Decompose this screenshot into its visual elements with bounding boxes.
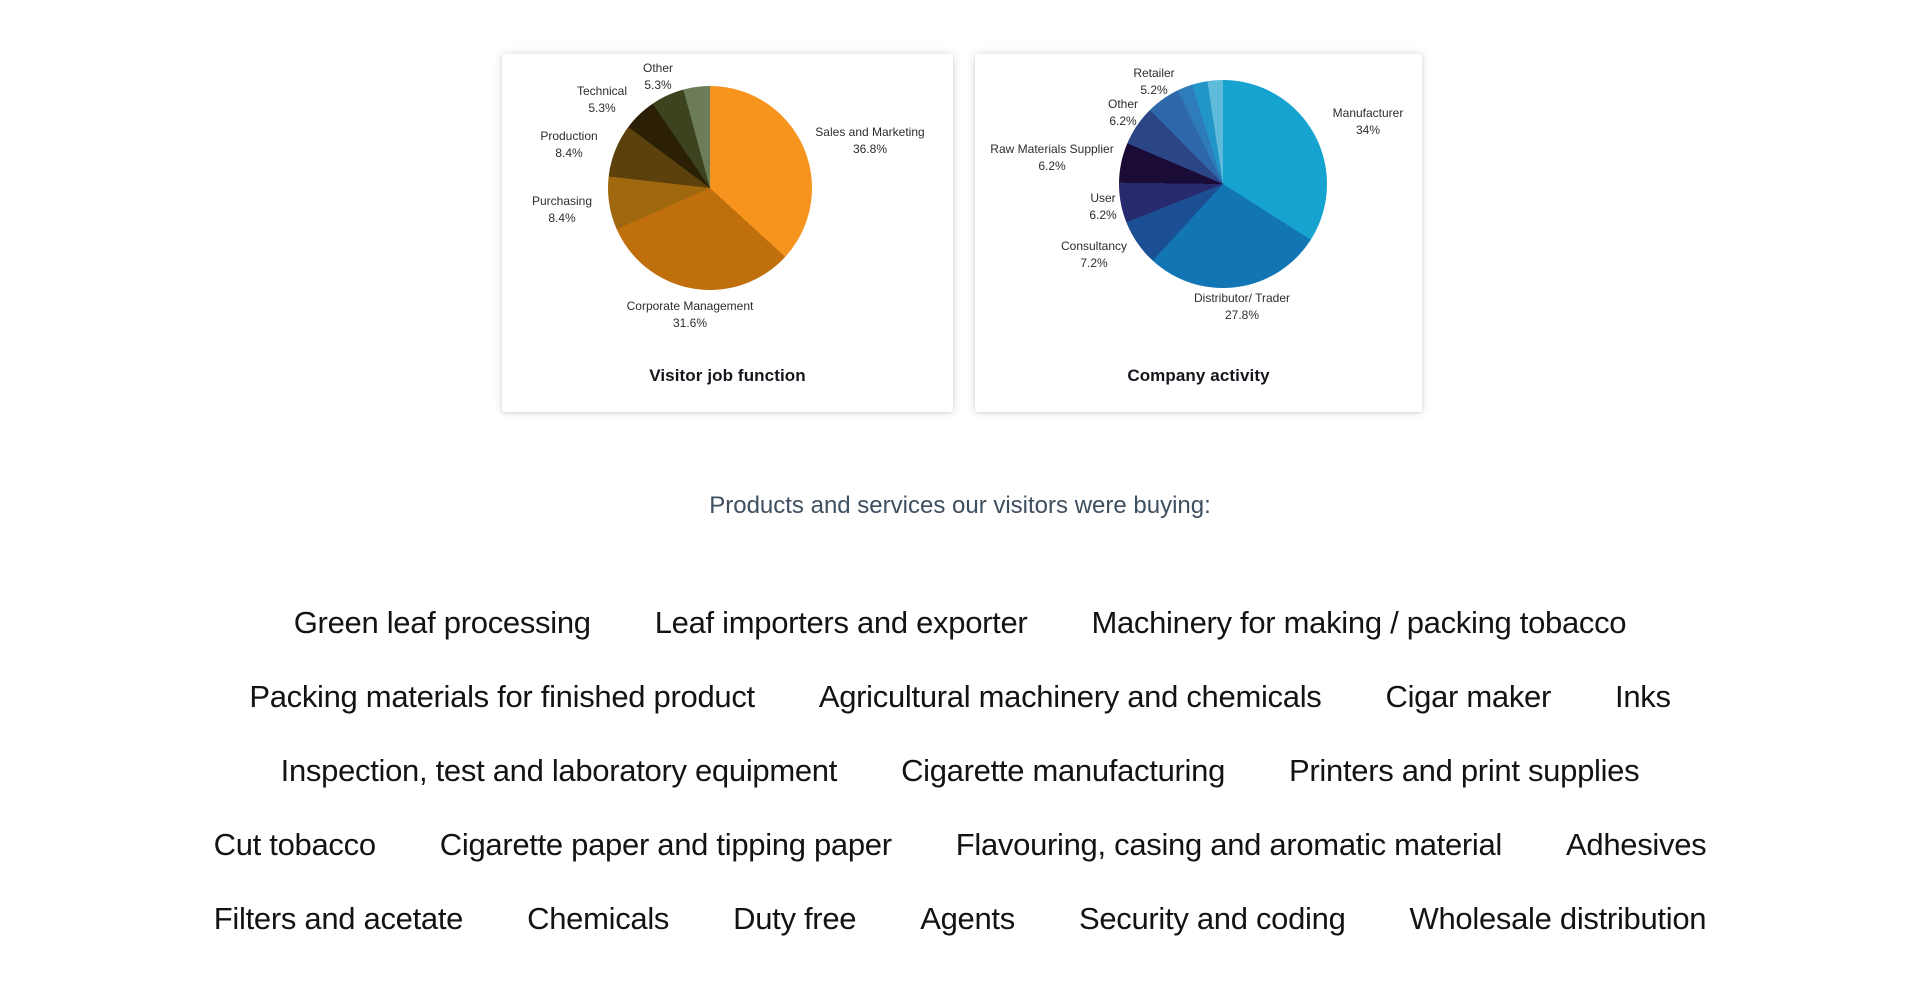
product-row: Green leaf processing Leaf importers and … [110, 586, 1810, 660]
pie-slice-label: Purchasing 8.4% [531, 194, 593, 225]
product-item: Inks [1615, 679, 1671, 714]
pie-slice-label: Other 6.2% [1107, 97, 1139, 128]
product-item: Green leaf processing [293, 605, 591, 640]
product-row: Inspection, test and laboratory equipmen… [110, 734, 1810, 808]
chart-title-visitor-job-function: Visitor job function [649, 366, 806, 385]
pie-slice-label: Consultancy 7.2% [1060, 239, 1128, 270]
pie-slice-label: Raw Materials Supplier 6.2% [990, 142, 1114, 173]
pie-visitor-job-function [608, 86, 812, 290]
pie-slice-label: Other 5.3% [642, 61, 674, 92]
product-item: Printers and print supplies [1289, 753, 1640, 788]
product-item: Leaf importers and exporter [654, 605, 1028, 640]
product-item: Cigarette paper and tipping paper [439, 827, 892, 862]
product-row: Filters and acetate Chemicals Duty free Age… [110, 882, 1810, 956]
product-item: Machinery for making / packing tobacco [1091, 605, 1627, 640]
product-item: Wholesale distribution [1409, 901, 1707, 936]
chart-card-company-activity: Manufacturer 34% Distributor/ Trader 27.8% C… [975, 54, 1422, 412]
pie-company-activity [1119, 80, 1327, 288]
product-item: Security and coding [1078, 901, 1346, 936]
chart-card-visitor-job-function: Sales and Marketing 36.8% Corporate Manage… [502, 54, 953, 412]
product-item: Adhesives [1566, 827, 1707, 862]
pie-slice-label: Distributor/ Trader 27.8% [1193, 291, 1291, 322]
product-row: Packing materials for finished product Ag… [110, 660, 1810, 734]
product-item: Cigarette manufacturing [901, 753, 1226, 788]
product-item: Flavouring, casing and aromatic material [955, 827, 1503, 862]
pie-slice-label: Production 8.4% [540, 129, 598, 160]
pie-slice-label: Manufacturer 34% [1332, 106, 1404, 137]
product-item: Packing materials for finished product [249, 679, 755, 714]
product-item: Chemicals [527, 901, 670, 936]
products-heading: Products and services our visitors were … [709, 492, 1211, 519]
product-item: Cut tobacco [213, 827, 376, 862]
products-cloud: Green leaf processing Leaf importers and … [110, 586, 1810, 956]
pie-slice-label: Corporate Management 31.6% [626, 299, 754, 330]
pie-slice-label: User 6.2% [1089, 191, 1117, 222]
pie-slice-label: Technical 5.3% [576, 84, 628, 115]
product-item: Inspection, test and laboratory equipmen… [280, 753, 838, 788]
chart-title-company-activity: Company activity [1127, 366, 1270, 385]
product-item: Agricultural machinery and chemicals [818, 679, 1322, 714]
product-item: Cigar maker [1385, 679, 1552, 714]
product-item: Filters and acetate [213, 901, 464, 936]
product-row: Cut tobacco Cigarette paper and tipping p… [110, 808, 1810, 882]
pie-slice-label: Sales and Marketing 36.8% [815, 125, 925, 156]
product-item: Agents [920, 901, 1015, 936]
product-item: Duty free [733, 901, 857, 936]
